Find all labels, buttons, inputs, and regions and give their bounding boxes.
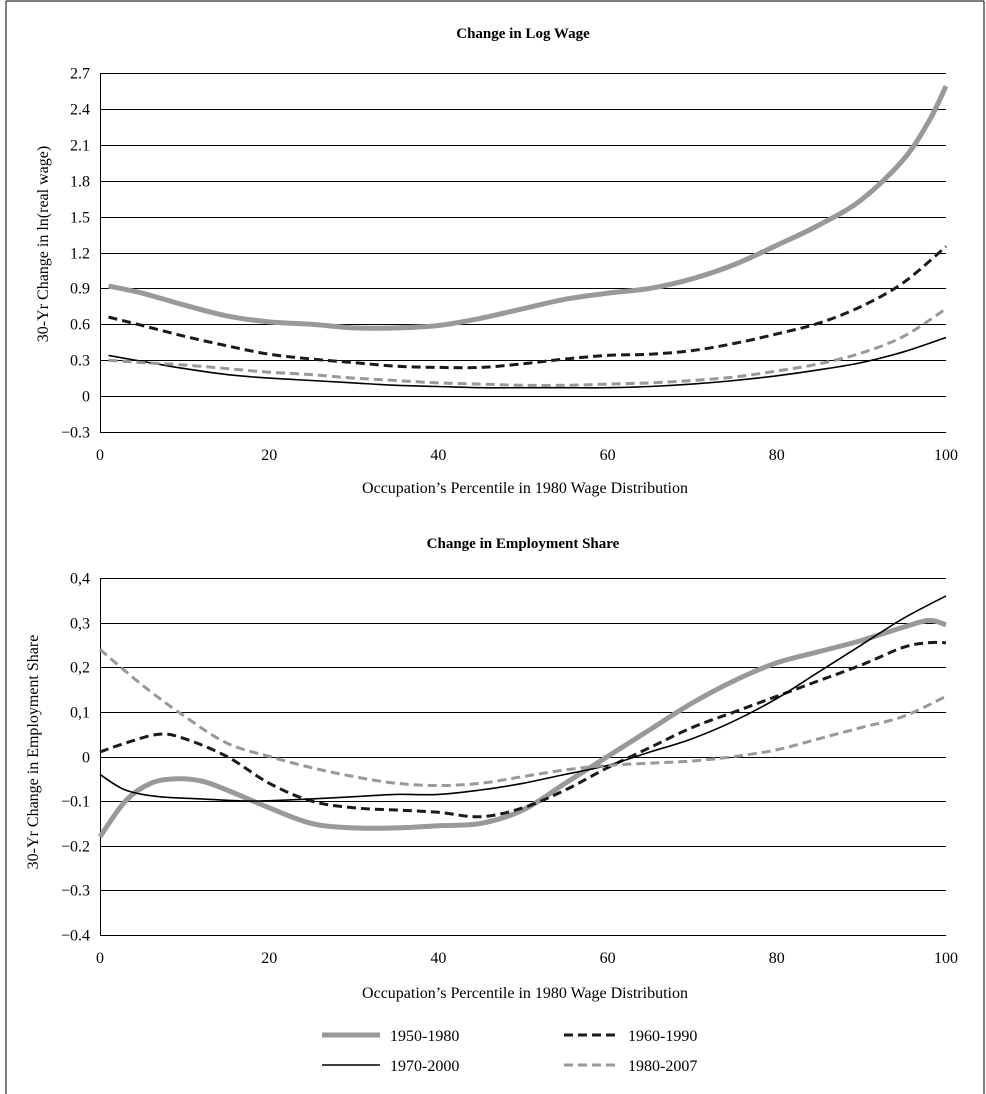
x-tick-label: 0 bbox=[96, 950, 104, 967]
legend-label: 1980-2007 bbox=[628, 1058, 697, 1075]
y-tick-label: 0,3 bbox=[70, 616, 90, 633]
y-tick-label: 0.3 bbox=[70, 353, 90, 370]
legend-item-1980-2007: 1980-2007 bbox=[564, 1058, 697, 1075]
legend-label: 1970-2000 bbox=[390, 1058, 459, 1075]
y-tick-label: 0.6 bbox=[70, 317, 90, 334]
y-axis-label: 30-Yr Change in ln(real wage) bbox=[35, 146, 52, 342]
y-tick-label: 0.9 bbox=[70, 281, 90, 298]
legend-label: 1950-1980 bbox=[390, 1028, 459, 1045]
y-tick-label: 1.2 bbox=[70, 246, 90, 263]
x-tick-label: 80 bbox=[769, 950, 785, 967]
y-axis-label: 30-Yr Change in Employment Share bbox=[25, 635, 42, 870]
x-tick-label: 20 bbox=[261, 950, 277, 967]
y-tick-label: 0 bbox=[82, 750, 90, 767]
y-tick-label: 0,1 bbox=[70, 705, 90, 722]
series-line-1980-2007 bbox=[99, 648, 947, 787]
x-tick-label: 40 bbox=[430, 447, 446, 464]
y-tick-label: 2.1 bbox=[70, 138, 90, 155]
x-tick-label: 60 bbox=[600, 950, 616, 967]
y-tick-label: 0,4 bbox=[70, 571, 90, 588]
y-tick-label: 1.8 bbox=[70, 174, 90, 191]
wage-chart-panel: Change in Log Wage 30-Yr Change in ln(re… bbox=[35, 26, 958, 497]
series-line-1970-2000 bbox=[108, 336, 947, 389]
y-tick-label: −0.3 bbox=[61, 425, 90, 442]
y-tick-label: −0.2 bbox=[61, 839, 90, 856]
y-tick-label: 2.4 bbox=[70, 102, 90, 119]
x-axis-label: Occupation’s Percentile in 1980 Wage Dis… bbox=[362, 985, 688, 1002]
series-line-1980-2007 bbox=[108, 307, 947, 387]
legend-item-1970-2000: 1970-2000 bbox=[322, 1058, 459, 1075]
y-tick-label: 1.5 bbox=[70, 210, 90, 227]
legend-item-1950-1980: 1950-1980 bbox=[322, 1028, 459, 1045]
series-line-1950-1980 bbox=[97, 617, 947, 839]
chart-title: Change in Log Wage bbox=[456, 26, 590, 42]
x-tick-label: 60 bbox=[600, 447, 616, 464]
x-tick-label: 0 bbox=[96, 447, 104, 464]
chart-title: Change in Employment Share bbox=[427, 536, 620, 552]
series-line-1950-1980 bbox=[107, 85, 949, 331]
x-tick-label: 40 bbox=[430, 950, 446, 967]
y-tick-label: 0,2 bbox=[70, 660, 90, 677]
x-tick-label: 100 bbox=[934, 950, 958, 967]
series-line-1960-1990 bbox=[108, 245, 947, 370]
y-tick-label: −0.4 bbox=[61, 928, 90, 945]
x-axis-label: Occupation’s Percentile in 1980 Wage Dis… bbox=[362, 480, 688, 497]
series-line-1970-2000 bbox=[99, 595, 947, 802]
legend-label: 1960-1990 bbox=[628, 1028, 697, 1045]
y-tick-label: 2.7 bbox=[70, 66, 90, 83]
y-tick-label: −0.3 bbox=[61, 883, 90, 900]
x-tick-label: 80 bbox=[769, 447, 785, 464]
legend: 1950-1980 1960-1990 1970-2000 1980-2007 bbox=[322, 1028, 697, 1075]
y-tick-label: 0 bbox=[82, 389, 90, 406]
employment-chart-panel: Change in Employment Share 30-Yr Change … bbox=[25, 536, 958, 1002]
y-tick-label: −0.1 bbox=[61, 794, 90, 811]
legend-item-1960-1990: 1960-1990 bbox=[564, 1028, 697, 1045]
series-line-1960-1990 bbox=[99, 640, 947, 819]
x-tick-label: 20 bbox=[261, 447, 277, 464]
x-tick-label: 100 bbox=[934, 447, 958, 464]
